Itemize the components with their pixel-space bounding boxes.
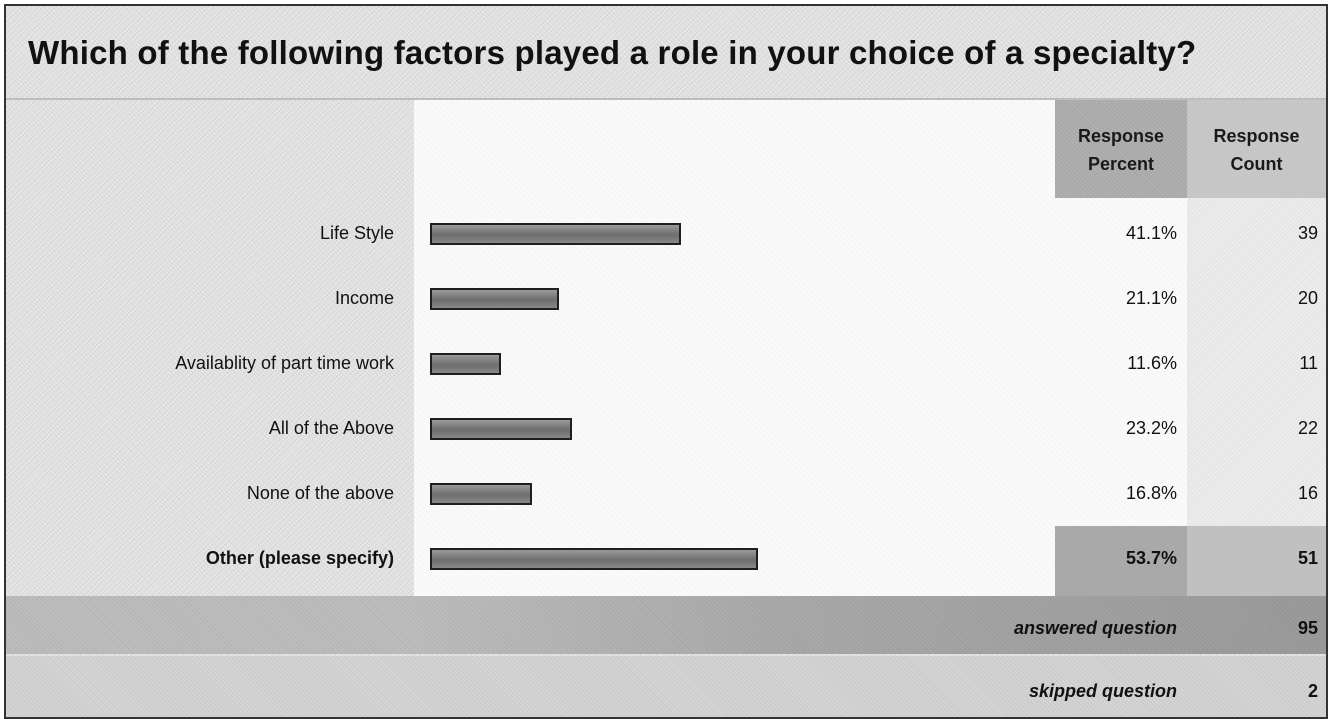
answered-row-shade	[414, 596, 1326, 654]
count-column-header-bg	[1187, 100, 1326, 198]
category-label: Life Style	[319, 223, 394, 243]
bar	[430, 288, 559, 310]
response-percent-header: Response Percent	[1055, 122, 1187, 178]
response-percent-value: 11.6%	[1127, 353, 1177, 373]
highlighted-percent-cell	[1055, 526, 1187, 596]
percent-header-line2: Percent	[1087, 154, 1155, 174]
response-count-value: 51	[1297, 548, 1318, 568]
response-count-value: 16	[1297, 483, 1318, 503]
survey-chart-frame: Which of the following factors played a …	[4, 4, 1328, 719]
answered-row-band	[6, 596, 1326, 654]
count-header-line1: Response	[1213, 126, 1300, 146]
category-label: Other (please specify)	[205, 548, 394, 568]
response-percent-value: 53.7%	[1125, 548, 1177, 568]
category-label: Income	[334, 288, 394, 308]
bar	[430, 548, 758, 570]
percent-column-header-bg	[1055, 100, 1187, 198]
percent-header-line1: Response	[1077, 126, 1165, 146]
response-percent-value: 21.1%	[1125, 288, 1177, 308]
skipped-row-band	[6, 656, 1326, 717]
chart-title: Which of the following factors played a …	[28, 34, 1197, 71]
category-label: Availablity of part time work	[175, 353, 394, 373]
highlighted-count-cell	[1187, 526, 1326, 596]
answered-question-label: answered question	[1013, 618, 1177, 638]
response-count-value: 20	[1297, 288, 1318, 308]
response-count-value: 11	[1299, 353, 1318, 373]
bar	[430, 353, 501, 375]
response-percent-value: 41.1%	[1125, 223, 1177, 243]
category-label: None of the above	[246, 483, 394, 503]
category-label: All of the Above	[268, 418, 394, 438]
bar	[430, 223, 681, 245]
answered-question-value: 95	[1297, 618, 1318, 638]
response-percent-value: 16.8%	[1125, 483, 1177, 503]
skipped-question-label: skipped question	[1028, 681, 1177, 701]
skipped-question-value: 2	[1307, 681, 1318, 701]
response-percent-value: 23.2%	[1125, 418, 1177, 438]
response-count-value: 22	[1297, 418, 1318, 438]
bar	[430, 483, 532, 505]
response-count-header: Response Count	[1187, 122, 1326, 178]
count-column-bg	[1187, 198, 1326, 526]
count-header-line2: Count	[1230, 154, 1283, 174]
response-count-value: 39	[1297, 223, 1318, 243]
title-divider	[6, 98, 1326, 100]
bar	[430, 418, 572, 440]
